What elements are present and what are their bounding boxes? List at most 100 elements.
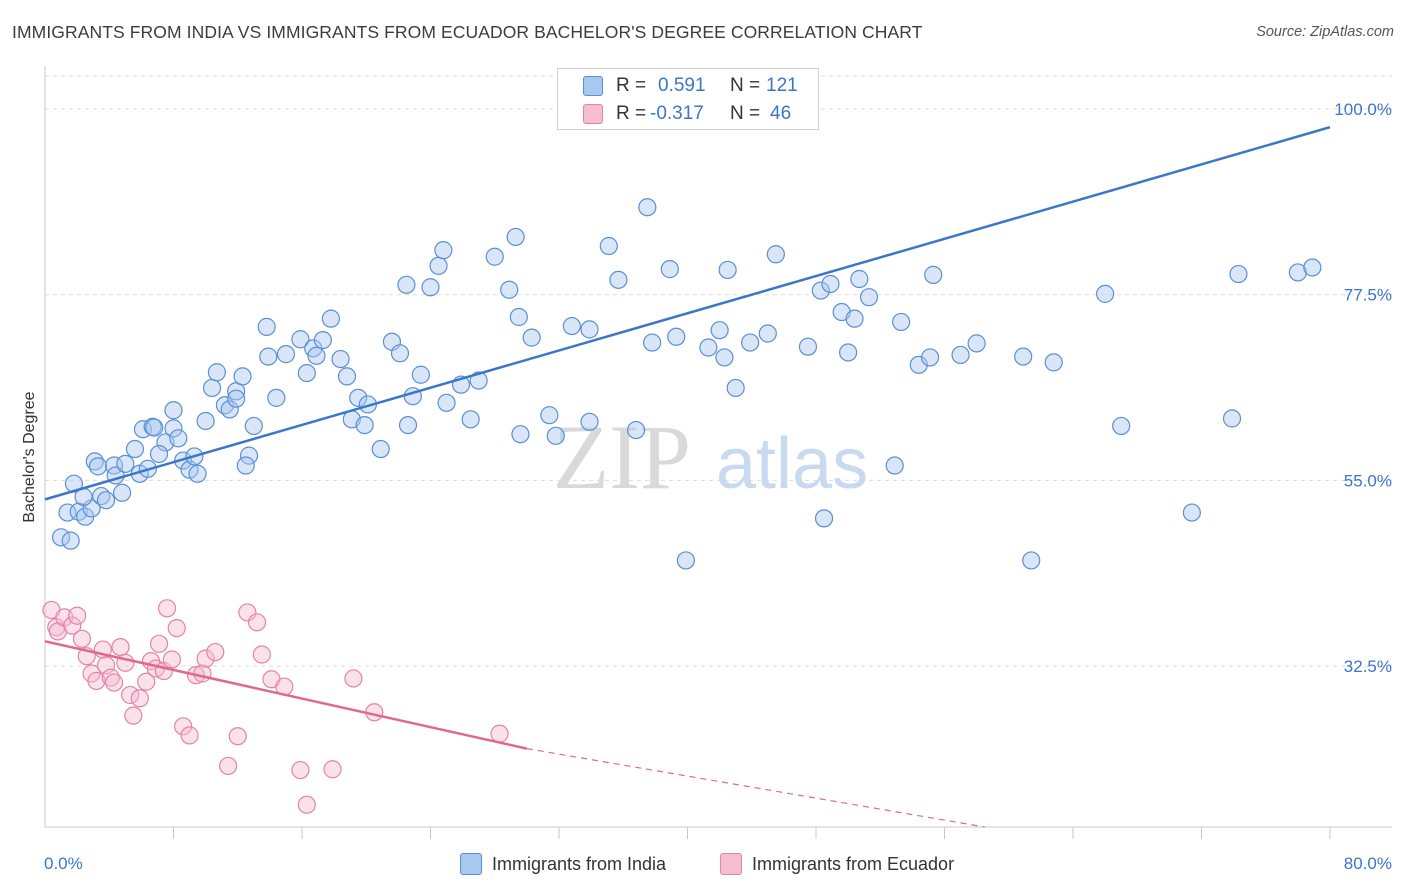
data-point-india — [1014, 347, 1033, 366]
data-point-india — [580, 320, 599, 339]
data-point-ecuador — [238, 603, 257, 622]
data-point-ecuador — [297, 795, 316, 814]
data-point-india — [1044, 353, 1063, 372]
data-point-ecuador — [130, 689, 149, 708]
data-point-india — [758, 324, 777, 343]
data-point-ecuador — [111, 637, 130, 657]
data-point-india — [1222, 409, 1242, 428]
axes — [44, 66, 1392, 839]
data-point-ecuador — [167, 619, 186, 638]
legend-label-ecuador: Immigrants from Ecuador — [752, 853, 955, 874]
data-point-ecuador — [121, 685, 140, 705]
data-point-ecuador — [490, 724, 509, 743]
data-point-india — [202, 378, 222, 398]
r-value-india: 0.591 — [658, 75, 706, 96]
y-tick-label: 55.0% — [1344, 471, 1392, 490]
data-point-india — [116, 454, 135, 473]
data-point-ecuador — [180, 726, 199, 745]
data-point-india — [859, 288, 879, 307]
trend-line-ecuador — [44, 640, 528, 750]
data-point-india — [291, 330, 310, 349]
data-point-india — [313, 330, 332, 350]
data-point-india — [196, 411, 215, 431]
source-label: Source: ZipAtlas.com — [1256, 24, 1394, 40]
data-point-india — [1182, 503, 1201, 522]
data-point-india — [398, 415, 418, 435]
data-point-india — [1022, 551, 1041, 570]
data-point-india — [638, 198, 657, 217]
data-point-india — [437, 393, 456, 412]
y-axis-label: Bachelor's Degree — [21, 391, 38, 522]
data-point-india — [850, 269, 869, 289]
series-ecuador-points — [42, 599, 509, 814]
data-point-india — [331, 349, 350, 369]
data-point-india — [839, 343, 858, 362]
data-point-india — [718, 260, 737, 280]
tick-labels: 32.5% 55.0% 77.5% 100.0% 0.0% 80.0% — [44, 100, 1392, 873]
data-point-india — [220, 400, 239, 419]
data-point-ecuador — [101, 668, 120, 687]
data-point-india — [741, 333, 760, 352]
data-point-india — [643, 333, 662, 352]
legend-label-india: Immigrants from India — [492, 853, 667, 874]
data-point-india — [715, 348, 734, 367]
data-point-india — [811, 281, 830, 300]
data-point-india — [149, 444, 169, 464]
data-point-india — [244, 416, 263, 436]
data-point-india — [429, 256, 448, 275]
data-point-india — [821, 274, 840, 294]
data-point-india — [257, 317, 276, 336]
data-point-india — [766, 245, 785, 264]
data-point-ecuador — [72, 629, 92, 648]
data-point-india — [125, 439, 145, 459]
data-point-ecuador — [87, 671, 106, 691]
data-point-ecuador — [149, 634, 169, 653]
data-point-india — [397, 275, 416, 294]
legend-item-india: Immigrants from India — [460, 851, 666, 877]
n-value-ecuador: 46 — [770, 103, 792, 124]
series-india-points — [51, 198, 1322, 570]
r-value-ecuador: -0.317 — [650, 103, 704, 124]
data-point-india — [355, 415, 374, 435]
n-value-india: 121 — [766, 75, 798, 96]
n-label: N = — [730, 75, 761, 96]
data-point-india — [51, 528, 71, 547]
x-tick-label: 0.0% — [44, 854, 83, 873]
data-point-india — [710, 321, 729, 340]
data-point-india — [500, 280, 519, 299]
y-tick-label: 32.5% — [1344, 657, 1392, 676]
legend-swatch-india — [460, 853, 482, 875]
data-point-ecuador — [323, 760, 342, 779]
data-point-ecuador — [219, 756, 238, 776]
data-point-ecuador — [291, 760, 310, 780]
data-point-india — [892, 312, 911, 332]
data-point-india — [349, 388, 368, 407]
data-point-india — [239, 446, 259, 465]
data-point-india — [236, 456, 255, 475]
data-point-ecuador — [344, 669, 363, 688]
data-point-india — [434, 241, 453, 260]
data-point-india — [924, 265, 943, 284]
data-point-india — [699, 338, 718, 357]
data-point-india — [297, 363, 316, 383]
data-point-india — [411, 365, 430, 384]
data-point-india — [421, 278, 440, 297]
data-point-india — [967, 334, 986, 353]
data-point-ecuador — [193, 664, 212, 683]
data-point-india — [540, 406, 559, 425]
data-point-india — [227, 389, 246, 408]
data-point-india — [85, 452, 104, 471]
data-point-ecuador — [196, 649, 215, 668]
data-point-india — [798, 337, 818, 356]
data-point-india — [909, 355, 928, 374]
data-point-india — [61, 531, 80, 550]
data-point-india — [143, 417, 162, 436]
data-point-ecuador — [206, 642, 225, 662]
x-tick-label: 80.0% — [1344, 854, 1392, 873]
data-point-india — [509, 307, 528, 327]
trend-line-india — [44, 125, 1331, 501]
data-point-india — [307, 346, 326, 365]
data-point-india — [726, 378, 745, 398]
data-point-india — [188, 464, 207, 483]
data-point-ecuador — [124, 706, 143, 725]
